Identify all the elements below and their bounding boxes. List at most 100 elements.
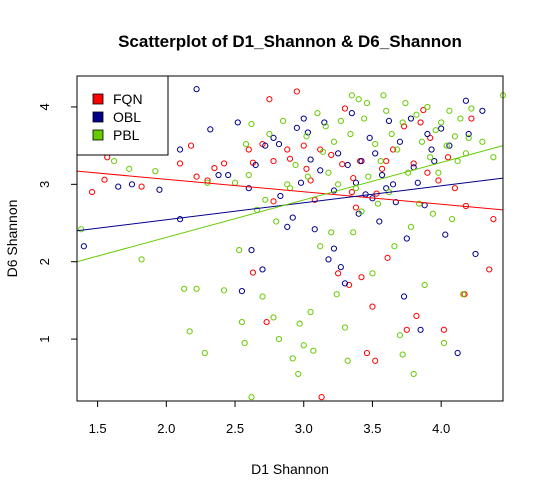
point-fqn-21: [300, 142, 307, 149]
point-pbl-95: [465, 134, 472, 142]
point-obl-60: [428, 146, 435, 153]
point-pbl-82: [429, 210, 437, 217]
point-pbl-58: [365, 173, 372, 180]
point-obl-12: [245, 185, 252, 192]
point-obl-4: [176, 216, 184, 223]
point-fqn-10: [245, 146, 252, 153]
point-pbl-68: [394, 146, 401, 153]
point-pbl-73: [405, 169, 412, 176]
point-obl-51: [396, 138, 404, 145]
point-obl-61: [431, 158, 438, 165]
point-obl-5: [176, 146, 184, 153]
point-fqn-46: [403, 326, 410, 333]
point-pbl-69: [396, 332, 404, 339]
point-pbl-12: [236, 247, 243, 254]
point-pbl-63: [380, 92, 387, 99]
series-pbl: [78, 92, 507, 401]
point-obl-40: [358, 158, 365, 165]
point-obl-28: [317, 167, 324, 174]
point-fqn-9: [220, 160, 228, 167]
point-pbl-10: [220, 287, 228, 294]
point-fqn-22: [303, 165, 310, 172]
point-pbl-38: [314, 110, 321, 117]
x-tick-label: 3.5: [363, 421, 381, 436]
point-obl-19: [277, 192, 284, 200]
point-fqn-3: [138, 183, 145, 190]
point-fqn-30: [341, 105, 349, 112]
point-obl-64: [446, 142, 453, 149]
point-obl-22: [293, 124, 300, 131]
point-fqn-41: [378, 165, 386, 172]
point-pbl-29: [289, 355, 296, 362]
point-pbl-42: [325, 169, 332, 176]
point-pbl-13: [238, 318, 246, 326]
point-pbl-24: [273, 218, 280, 225]
point-fqn-38: [369, 303, 376, 310]
point-fqn-59: [468, 115, 475, 122]
point-pbl-16: [245, 171, 252, 179]
point-pbl-57: [363, 99, 371, 107]
point-pbl-74: [407, 223, 415, 230]
point-obl-26: [307, 156, 314, 163]
point-pbl-98: [490, 154, 497, 161]
point-pbl-8: [201, 349, 208, 357]
point-obl-69: [479, 107, 486, 114]
point-pbl-32: [296, 320, 303, 327]
point-pbl-90: [451, 133, 459, 140]
point-fqn-49: [417, 119, 424, 126]
point-fqn-4: [176, 160, 184, 167]
point-fqn-44: [389, 146, 397, 153]
point-pbl-59: [369, 270, 376, 277]
point-obl-16: [262, 142, 269, 149]
y-tick-label: 2: [37, 258, 52, 265]
point-fqn-20: [293, 88, 300, 95]
point-obl-15: [259, 266, 266, 273]
point-pbl-79: [421, 281, 428, 289]
point-obl-7: [207, 126, 214, 133]
point-pbl-33: [300, 342, 307, 349]
plot-frame: [76, 75, 504, 402]
point-pbl-1: [111, 158, 118, 165]
point-obl-62: [438, 125, 445, 132]
point-pbl-64: [383, 107, 390, 114]
point-pbl-54: [355, 96, 362, 103]
point-fqn-34: [352, 204, 360, 211]
point-fqn-28: [334, 270, 342, 277]
data-layer: [76, 86, 507, 401]
point-pbl-36: [307, 308, 314, 316]
point-obl-35: [341, 280, 349, 287]
point-pbl-40: [319, 148, 327, 155]
point-obl-54: [407, 115, 415, 122]
point-pbl-96: [468, 105, 475, 112]
point-pbl-86: [440, 339, 448, 347]
point-obl-52: [400, 293, 408, 300]
point-pbl-60: [372, 140, 379, 148]
point-obl-6: [193, 86, 200, 93]
point-pbl-30: [292, 161, 299, 169]
point-pbl-56: [361, 115, 368, 122]
point-pbl-26: [280, 117, 287, 124]
point-fqn-29: [339, 161, 346, 168]
point-pbl-93: [460, 291, 467, 298]
x-tick-label: 3.0: [295, 421, 313, 436]
point-obl-63: [442, 231, 449, 238]
point-obl-13: [248, 247, 255, 254]
legend: FQN OBL PBL: [76, 75, 169, 156]
point-fqn-11: [249, 269, 256, 276]
legend-label-obl: OBL: [113, 109, 141, 125]
point-fqn-8: [211, 164, 218, 172]
point-obl-34: [337, 264, 344, 271]
point-pbl-89: [449, 216, 456, 223]
point-pbl-5: [181, 285, 188, 292]
point-pbl-46: [334, 181, 342, 188]
point-pbl-44: [330, 138, 338, 145]
point-fqn-56: [451, 185, 459, 192]
point-obl-0: [80, 243, 87, 250]
point-pbl-87: [443, 142, 450, 149]
point-fqn-55: [444, 154, 452, 161]
point-obl-67: [465, 130, 472, 138]
regression-line-fqn: [76, 170, 504, 211]
point-fqn-50: [420, 106, 427, 114]
x-axis: 1.5 2.0 2.5 3.0 3.5 4.0: [89, 401, 450, 436]
point-pbl-92: [457, 115, 464, 122]
